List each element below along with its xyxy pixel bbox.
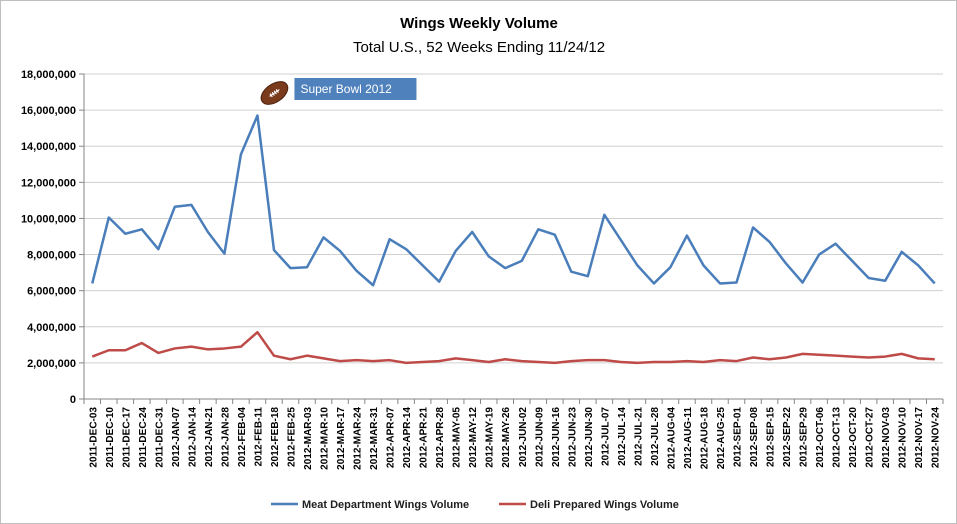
gridlines [84,73,943,364]
x-tick-label: 2012-NOV-17 [914,407,925,469]
x-tick-label: 2012-JUL-21 [633,407,644,466]
x-tick-label: 2011-DEC-17 [121,407,132,468]
x-tick-label: 2012-FEB-25 [286,407,297,467]
x-tick-label: 2012-AUG-18 [699,407,710,470]
x-tick-label: 2012-JUL-07 [600,407,611,466]
x-tick-label: 2012-FEB-18 [270,407,281,467]
y-tick-label: 16,000,000 [21,105,76,117]
y-axis-ticks: 0 2,000,000 4,000,000 6,000,000 8,000,000 10,… [21,69,84,406]
x-tick-label: 2012-APR-28 [435,407,446,469]
x-tick-label: 2012-JAN-07 [171,407,182,467]
x-tick-label: 2012-MAR-03 [303,407,314,470]
x-tick-label: 2012-MAR-31 [369,407,380,470]
x-tick-label: 2012-MAR-24 [353,407,364,470]
x-tick-label: 2012-SEP-01 [733,407,744,467]
x-tick-label: 2012-MAR-17 [336,407,347,470]
football-stitch [269,93,273,98]
x-tick-label: 2012-OCT-20 [848,407,859,468]
legend-label: Deli Prepared Wings Volume [530,499,679,511]
series-line-meat-department [91,114,936,287]
x-tick-label: 2012-JAN-14 [187,407,198,467]
x-tick-label: 2012-OCT-27 [865,407,876,468]
x-tick-label: 2012-JUN-02 [518,407,529,467]
x-tick-label: 2011-DEC-24 [138,407,149,468]
x-tick-label: 2012-JAN-28 [220,407,231,467]
x-tick-label: 2012-AUG-04 [666,407,677,470]
x-tick-label: 2011-DEC-10 [105,407,116,468]
x-tick-label: 2012-MAY-19 [485,407,496,468]
y-tick-label: 8,000,000 [27,250,76,262]
x-tick-label: 2012-AUG-25 [716,407,727,470]
chart-subtitle: Total U.S., 52 Weeks Ending 11/24/12 [353,39,605,56]
y-tick-label: 10,000,000 [21,213,76,225]
legend: Meat Department Wings Volume Deli Prepare… [271,499,679,511]
football-stitch [273,90,277,95]
super-bowl-annotation: Super Bowl 2012 [260,78,417,105]
chart-title: Wings Weekly Volume [400,15,558,32]
x-tick-label: 2012-JUL-14 [617,407,628,466]
x-tick-label: 2012-MAY-05 [452,407,463,468]
y-tick-label: 12,000,000 [21,177,76,189]
annotation-box [294,78,417,100]
x-tick-label: 2012-NOV-03 [881,407,892,469]
y-tick-label: 6,000,000 [27,286,76,298]
x-tick-label: 2012-MAY-26 [501,407,512,468]
x-tick-label: 2012-AUG-11 [683,407,694,469]
x-tick-label: 2012-JUN-09 [534,407,545,467]
y-tick-label: 2,000,000 [27,358,76,370]
y-tick-label: 4,000,000 [27,322,76,334]
y-tick-label: 18,000,000 [21,69,76,81]
football-stitch [275,89,279,93]
x-tick-label: 2012-MAR-10 [320,407,331,470]
x-tick-label: 2012-FEB-04 [237,407,248,467]
x-tick-label: 2012-SEP-22 [782,407,793,467]
annotation-label: Super Bowl 2012 [300,82,392,96]
x-tick-label: 2012-SEP-29 [799,407,810,467]
legend-label: Meat Department Wings Volume [302,499,469,511]
y-tick-label: 14,000,000 [21,141,76,153]
football-icon [260,81,289,105]
x-tick-label: 2012-APR-07 [386,407,397,469]
y-tick-label: 0 [70,394,76,406]
x-axis-ticks: 2011-DEC-03 2011-DEC-10 2011-DEC-17 2011-DE… [83,399,944,470]
series-lines [91,114,936,365]
x-tick-label: 2012-JUL-28 [650,407,661,466]
series-line-deli-prepared [91,330,935,365]
x-tick-label: 2012-JAN-21 [204,407,215,467]
x-tick-label: 2012-NOV-10 [898,407,909,469]
x-tick-label: 2012-SEP-15 [766,407,777,467]
x-tick-label: 2012-OCT-06 [815,407,826,468]
x-tick-label: 2012-JUN-16 [551,407,562,467]
x-tick-label: 2011-DEC-03 [88,407,99,468]
x-tick-label: 2012-MAY-12 [468,407,479,468]
x-tick-label: 2012-SEP-08 [749,407,760,467]
x-tick-label: 2012-OCT-13 [832,407,843,468]
x-tick-label: 2012-JUN-30 [584,407,595,467]
x-tick-label: 2012-APR-21 [419,407,430,469]
x-tick-label: 2012-APR-14 [402,407,413,469]
x-tick-label: 2012-JUN-23 [567,407,578,467]
x-tick-label: 2011-DEC-31 [154,407,165,468]
x-tick-label: 2012-NOV-24 [931,407,942,469]
football-stitch [271,91,275,96]
x-tick-label: 2012-FEB-11 [253,407,264,467]
